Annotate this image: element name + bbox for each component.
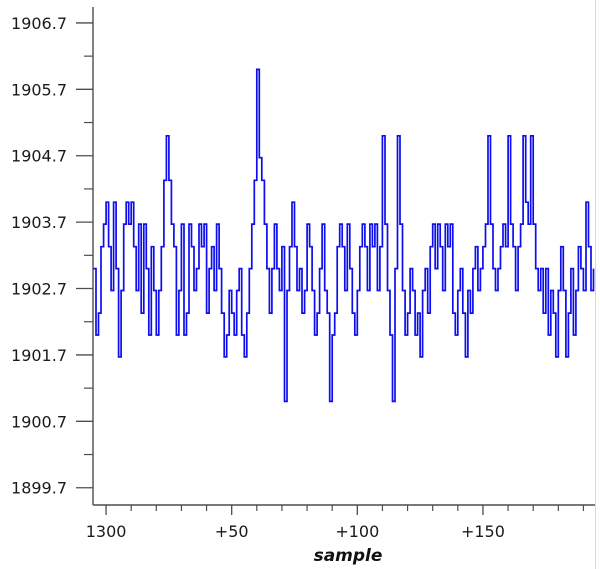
y-tick-label: 1901.7 [11,346,67,365]
x-tick-label: +50 [215,522,249,541]
x-axis-title: sample [313,546,383,566]
y-tick-label: 1903.7 [11,213,67,232]
y-tick-label: 1905.7 [11,80,67,99]
axis-ticks [76,22,585,515]
y-tick-label: 1899.7 [11,479,67,498]
y-tick-label: 1902.7 [11,280,67,299]
window-right-border [595,0,596,569]
x-tick-label: 1300 [86,522,127,541]
axes [92,7,596,506]
signal-series-line [93,68,595,403]
x-tick-label: +100 [335,522,379,541]
x-tick-label: +150 [461,522,505,541]
signal-path [93,68,595,403]
axis-tick-labels: 1899.7 1900.7 1901.7 1902.7 1903.7 1904.7 1905… [11,14,505,541]
y-tick-label: 1900.7 [11,412,67,431]
y-tick-label: 1904.7 [11,147,67,166]
y-tick-label: 1906.7 [11,14,67,33]
